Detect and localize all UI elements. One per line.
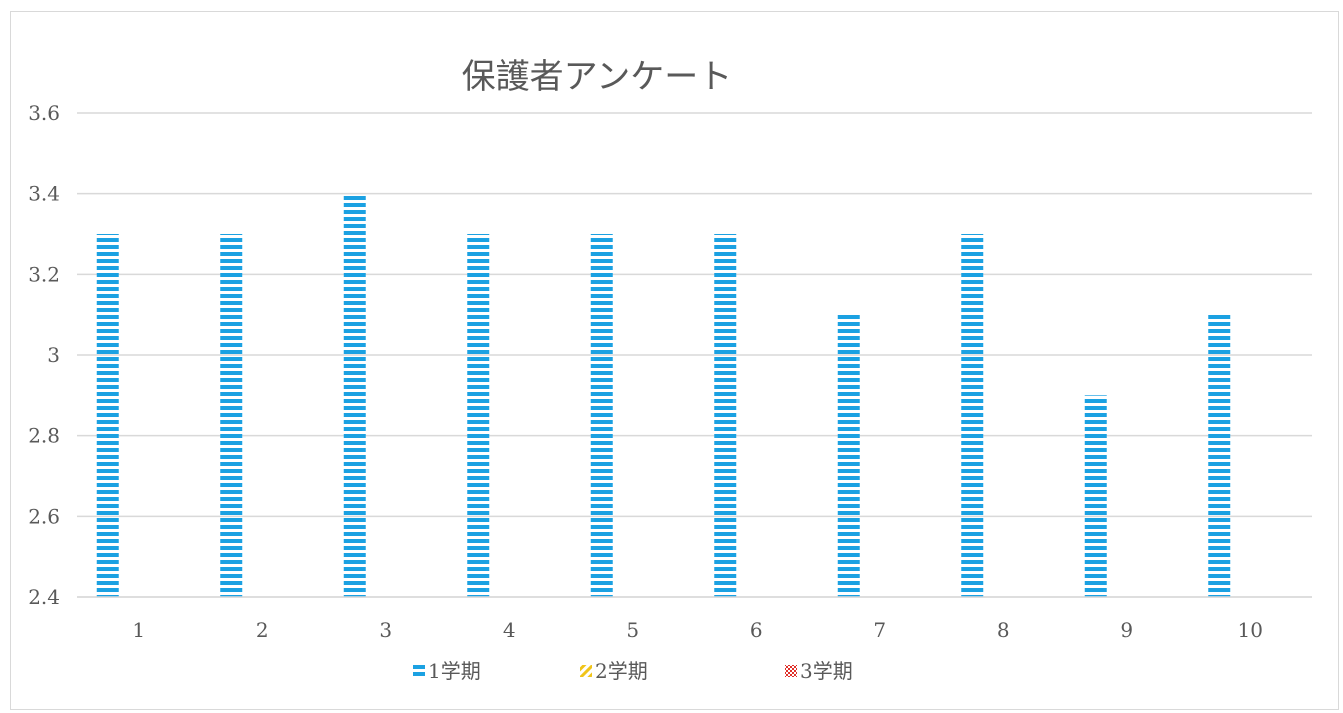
x-tick-label: 4 — [503, 618, 516, 642]
y-tick-label: 3 — [47, 343, 60, 367]
x-axis: 1 2 3 4 5 6 7 8 9 10 — [77, 596, 1312, 642]
bar-1-4 — [467, 234, 490, 597]
legend-swatch-1 — [413, 665, 425, 677]
y-tick-label: 3.2 — [28, 262, 60, 286]
x-tick-label: 7 — [873, 618, 886, 642]
bars — [96, 193, 1231, 597]
x-tick-label: 8 — [997, 618, 1010, 642]
bar-1-1 — [96, 234, 119, 597]
x-tick-label: 1 — [132, 618, 145, 642]
y-axis: 2.4 2.6 2.8 3 3.2 3.4 3.6 — [28, 101, 60, 609]
legend: 1学期 2学期 3学期 — [413, 659, 853, 683]
y-tick-label: 2.8 — [28, 424, 60, 448]
legend-swatch-2 — [580, 665, 592, 677]
bar-1-9 — [1084, 395, 1107, 597]
x-tick-label: 5 — [626, 618, 639, 642]
x-tick-label: 10 — [1238, 618, 1263, 642]
legend-label-2: 2学期 — [595, 659, 648, 683]
x-tick-label: 2 — [256, 618, 269, 642]
bar-1-2 — [220, 234, 243, 597]
bar-1-3 — [343, 193, 366, 597]
legend-swatch-3 — [785, 665, 797, 677]
legend-label-1: 1学期 — [428, 659, 481, 683]
gridlines — [77, 112, 1312, 598]
x-tick-label: 6 — [750, 618, 763, 642]
bar-1-5 — [590, 234, 613, 597]
bar-1-8 — [961, 234, 984, 597]
bar-1-10 — [1208, 314, 1231, 597]
legend-label-3: 3学期 — [800, 659, 853, 683]
y-tick-label: 3.6 — [28, 101, 60, 125]
bar-1-6 — [714, 234, 737, 597]
y-tick-label: 3.4 — [28, 182, 60, 206]
bar-1-7 — [837, 314, 860, 597]
y-tick-label: 2.6 — [28, 504, 60, 528]
y-tick-label: 2.4 — [28, 585, 60, 609]
x-tick-label: 9 — [1120, 618, 1133, 642]
chart-title: 保護者アンケート — [462, 57, 733, 97]
x-tick-label: 3 — [379, 618, 392, 642]
